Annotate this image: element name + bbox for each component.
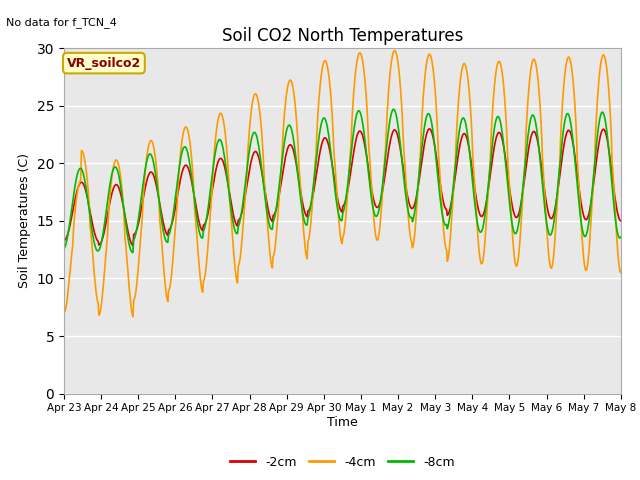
-8cm	[277, 167, 285, 172]
-4cm	[617, 270, 625, 276]
-8cm	[617, 234, 625, 240]
-2cm	[256, 160, 264, 166]
-4cm	[129, 314, 137, 320]
-8cm	[129, 250, 136, 255]
-2cm	[277, 180, 285, 186]
-4cm	[390, 48, 398, 53]
Legend: -2cm, -4cm, -8cm: -2cm, -4cm, -8cm	[225, 451, 460, 474]
-8cm	[228, 216, 236, 221]
Line: -8cm: -8cm	[64, 109, 621, 252]
-2cm	[125, 234, 133, 240]
-8cm	[125, 242, 133, 248]
-8cm	[390, 107, 397, 112]
-4cm	[125, 287, 133, 292]
-4cm	[277, 169, 285, 175]
-2cm	[129, 243, 137, 249]
-2cm	[426, 126, 433, 132]
-8cm	[433, 159, 440, 165]
-4cm	[433, 107, 440, 112]
-2cm	[401, 174, 408, 180]
Text: VR_soilco2: VR_soilco2	[67, 57, 141, 70]
-2cm	[60, 238, 68, 243]
Line: -2cm: -2cm	[64, 129, 621, 246]
Line: -4cm: -4cm	[64, 50, 621, 317]
-8cm	[60, 246, 68, 252]
-4cm	[60, 310, 68, 315]
Y-axis label: Soil Temperatures (C): Soil Temperatures (C)	[18, 153, 31, 288]
-2cm	[617, 218, 625, 224]
-4cm	[228, 233, 236, 239]
-8cm	[256, 152, 264, 158]
-4cm	[401, 166, 409, 172]
-8cm	[401, 188, 409, 193]
-4cm	[256, 111, 264, 117]
-2cm	[433, 154, 440, 160]
Title: Soil CO2 North Temperatures: Soil CO2 North Temperatures	[221, 27, 463, 45]
X-axis label: Time: Time	[327, 416, 358, 429]
Text: No data for f_TCN_4: No data for f_TCN_4	[6, 17, 117, 28]
-2cm	[228, 207, 236, 213]
